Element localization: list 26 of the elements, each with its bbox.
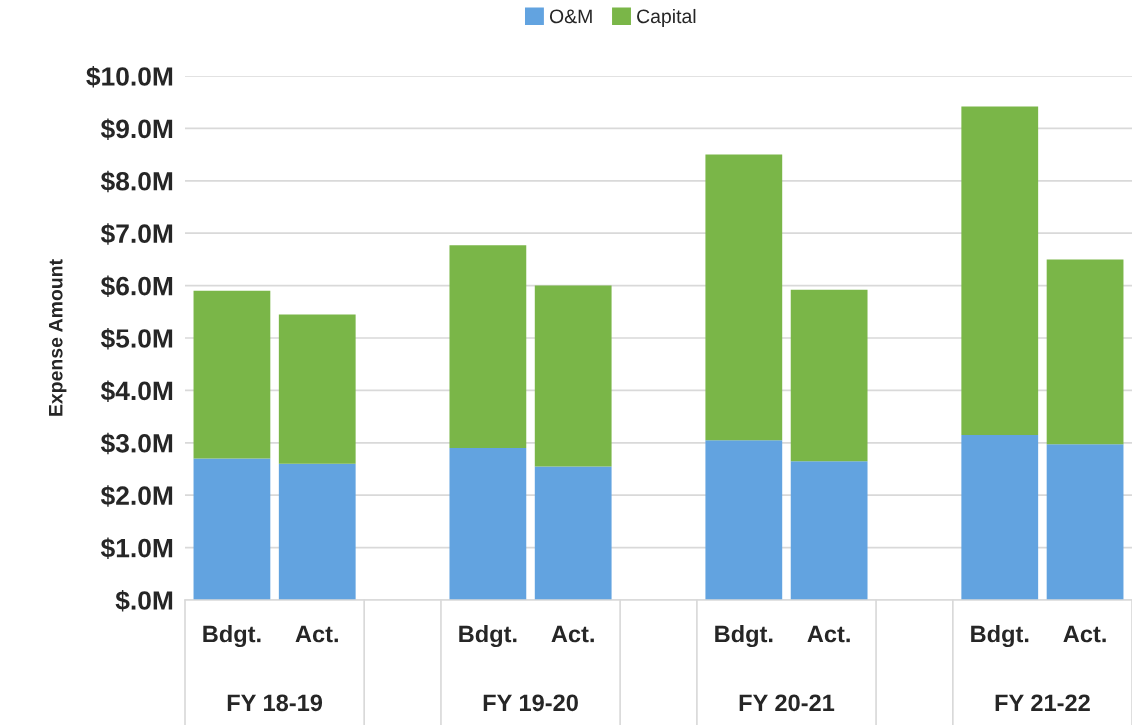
y-tick-label: $4.0M (100, 380, 173, 402)
y-tick-label: $9.0M (100, 118, 173, 140)
x-tick-label: Act. (1063, 625, 1106, 643)
y-tick-label: $10.0M (86, 65, 173, 88)
y-tick-label: $2.0M (100, 485, 173, 507)
x-tick-label: Bdgt. (459, 625, 517, 648)
text: FY 20-21 (739, 694, 835, 712)
x-tick-label: Bdgt. (715, 625, 773, 648)
y-tick-label: $1.0M (100, 537, 173, 560)
y-tick-label: $.0M (115, 589, 173, 612)
y-tick-label: $6.0M (100, 275, 173, 298)
text: FY 21-22 (995, 694, 1090, 711)
text: FY 19-20 (483, 694, 578, 712)
x-tick-label: Act. (551, 625, 594, 643)
x-tick-label: Act. (807, 625, 850, 643)
y-tick-label: $3.0M (100, 432, 173, 455)
y-tick-label: $8.0M (100, 170, 173, 193)
y-axis-title: Expense Amount (49, 259, 67, 416)
y-tick-label: $7.0M (100, 223, 173, 245)
text: FY 18-19 (227, 694, 323, 712)
legend-label: O&M (549, 9, 592, 24)
x-tick-label: Bdgt. (203, 625, 261, 648)
y-tick-label: $5.0M (100, 327, 173, 350)
legend-label: Capital (637, 8, 696, 28)
x-tick-label: Bdgt. (971, 625, 1029, 648)
x-tick-label: Act. (295, 625, 338, 643)
